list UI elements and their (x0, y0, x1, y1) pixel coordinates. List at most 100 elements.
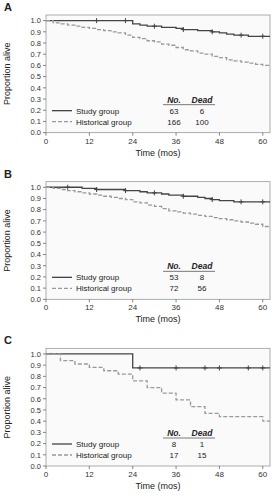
x-tick-label: 24 (128, 303, 137, 312)
censor-mark (94, 187, 99, 192)
panel: A012243648600.00.10.20.30.40.50.60.70.80… (2, 1, 270, 158)
y-axis-label: Proportion alive (2, 209, 12, 272)
y-tick (43, 353, 46, 354)
y-tick-label: 0.8 (31, 205, 41, 214)
legend-header: No. (167, 428, 181, 438)
censor-mark (94, 18, 99, 23)
y-tick-label: 0.5 (31, 72, 41, 81)
x-tick (132, 466, 133, 469)
x-tick (46, 466, 47, 469)
x-tick (219, 466, 220, 469)
y-tick (43, 121, 46, 122)
legend-dead: 100 (195, 118, 209, 127)
legend-swatch (52, 454, 72, 455)
panel-label: A (4, 1, 12, 13)
y-tick-label: 0.8 (31, 39, 41, 48)
y-tick-label: 0.0 (31, 295, 41, 304)
y-tick (43, 99, 46, 100)
y-tick (43, 443, 46, 444)
censor-mark (239, 33, 244, 38)
legend-dead: 15 (198, 451, 207, 460)
panel-label: C (4, 334, 12, 346)
marks (46, 18, 270, 66)
panel-label: B (4, 168, 12, 180)
marks (46, 185, 270, 228)
x-tick-label: 12 (85, 470, 94, 479)
x-tick (219, 133, 220, 136)
y-axis-label: Proportion alive (2, 43, 12, 106)
y-tick (43, 54, 46, 55)
survival-curve (46, 187, 270, 202)
y-tick (43, 421, 46, 422)
x-tick-label: 0 (44, 137, 49, 146)
y-tick-label: 0.3 (31, 428, 41, 437)
x-tick-label: 60 (258, 303, 267, 312)
x-tick (262, 133, 263, 136)
legend-label: Historical group (76, 451, 132, 460)
y-tick (43, 20, 46, 21)
legend-dead: 6 (200, 107, 205, 116)
y-tick-label: 0.4 (31, 250, 41, 259)
x-tick-label: 60 (258, 470, 267, 479)
censor-mark (217, 365, 222, 370)
marks (46, 354, 270, 421)
y-tick-label: 1.0 (31, 350, 41, 359)
x-tick-label: 0 (44, 303, 49, 312)
y-tick (43, 76, 46, 77)
plot-frame (46, 15, 270, 133)
censor-mark (152, 24, 157, 29)
x-tick (46, 133, 47, 136)
legend-number: 17 (170, 451, 179, 460)
x-tick-label: 48 (215, 470, 224, 479)
y-tick (43, 288, 46, 289)
y-tick (43, 265, 46, 266)
legend-number: 8 (172, 440, 177, 449)
survival-curve (46, 354, 270, 368)
y-tick (43, 254, 46, 255)
plot-frame (46, 182, 270, 300)
censor-mark (123, 188, 128, 193)
x-tick (219, 299, 220, 302)
y-tick-label: 0.0 (31, 128, 41, 137)
censor-mark (210, 29, 215, 34)
y-tick (43, 387, 46, 388)
y-tick (43, 132, 46, 133)
y-tick-label: 0.4 (31, 84, 41, 93)
y-tick-label: 0.6 (31, 228, 41, 237)
y-tick (43, 198, 46, 199)
x-tick-label: 24 (128, 137, 137, 146)
x-tick (176, 299, 177, 302)
survival-curve (46, 187, 270, 227)
y-tick (43, 454, 46, 455)
y-tick-label: 0.5 (31, 406, 41, 415)
x-tick-label: 12 (85, 137, 94, 146)
censor-mark (123, 18, 128, 23)
y-tick-label: 0.3 (31, 262, 41, 271)
y-tick (43, 276, 46, 277)
survival-curve (46, 21, 270, 37)
x-tick (132, 133, 133, 136)
legend-header: Dead (192, 428, 214, 438)
y-tick-label: 0.3 (31, 95, 41, 104)
y-tick-label: 0.4 (31, 417, 41, 426)
legend-dead: 1 (200, 440, 205, 449)
legend-label: Study group (76, 440, 120, 449)
legend-number: 63 (170, 107, 179, 116)
y-tick-label: 0.9 (31, 361, 41, 370)
censor-mark (65, 185, 70, 190)
censor-mark (210, 197, 215, 202)
x-tick-label: 48 (215, 137, 224, 146)
y-tick (43, 43, 46, 44)
x-tick-label: 36 (172, 470, 181, 479)
y-tick-label: 0.8 (31, 372, 41, 381)
y-tick (43, 466, 46, 467)
legend-label: Historical group (76, 284, 132, 293)
x-tick-label: 12 (85, 303, 94, 312)
censor-mark (137, 365, 142, 370)
legend-header: No. (167, 261, 181, 271)
x-tick (262, 299, 263, 302)
censor-mark (246, 365, 251, 370)
y-axis-label: Proportion alive (2, 376, 12, 439)
censor-mark (152, 190, 157, 195)
legend-header: Dead (192, 261, 214, 271)
